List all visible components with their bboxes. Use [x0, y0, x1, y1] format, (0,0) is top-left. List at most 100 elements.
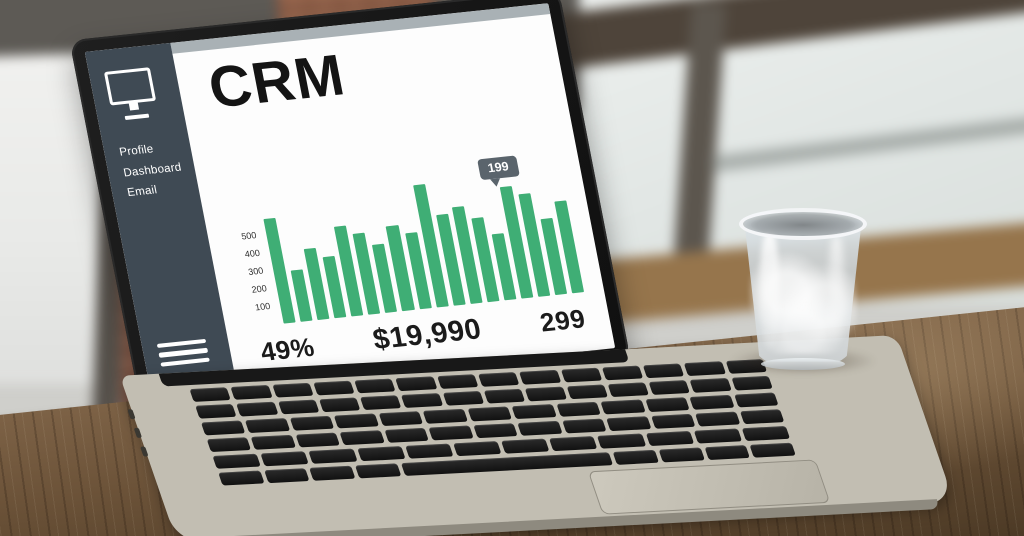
keyboard-key — [212, 454, 261, 469]
keyboard-key — [473, 423, 518, 438]
keyboard-key — [704, 445, 750, 460]
keyboard-key — [251, 435, 296, 450]
keyboard-key — [195, 404, 237, 419]
keyboard-key — [278, 400, 320, 415]
keyboard-key — [236, 402, 278, 417]
keyboard-key — [453, 441, 502, 456]
hamburger-bar — [157, 338, 207, 348]
keyboard-key — [355, 463, 401, 478]
keyboard-key — [601, 400, 646, 415]
keyboard-key — [437, 374, 479, 389]
stat-value: 299 — [538, 303, 589, 338]
photo-scene: Profile Dashboard Email CRM 500400300200… — [0, 0, 1024, 536]
water-surface — [751, 215, 855, 235]
keyboard-key — [695, 412, 740, 427]
keyboard-key — [207, 437, 252, 452]
keyboard-key — [354, 379, 396, 394]
keyboard-key — [649, 380, 691, 395]
keyboard-key — [379, 411, 424, 426]
hamburger-bar — [158, 348, 208, 358]
keyboard-key — [690, 378, 732, 393]
crm-dashboard-ui: Profile Dashboard Email CRM 500400300200… — [85, 3, 615, 397]
keyboard-key — [429, 426, 474, 441]
keyboard-key — [231, 385, 273, 400]
keyboard-key — [360, 395, 402, 410]
keyboard-key — [740, 409, 785, 424]
keyboard-key — [549, 436, 598, 451]
bar-tooltip: 199 — [477, 155, 520, 180]
keyboard-key — [261, 451, 310, 466]
monitor-icon-stand — [125, 114, 150, 120]
keyboard-key — [189, 387, 231, 402]
keyboard-key — [556, 402, 601, 417]
keyboard-key — [245, 418, 290, 433]
keyboard-key — [309, 466, 355, 481]
keyboard-key — [467, 406, 512, 421]
keyboard-key — [597, 434, 646, 449]
keyboard-key — [689, 395, 734, 410]
keyboard-key — [264, 468, 310, 483]
keyboard-key — [272, 383, 314, 398]
keyboard-key — [384, 428, 429, 443]
keyboard-key — [218, 471, 264, 486]
keyboard-key — [396, 376, 438, 391]
keyboard-key — [423, 409, 468, 424]
keyboard-key — [512, 404, 557, 419]
main-panel: CRM 500400300200100 199 49% $19,990 299 — [170, 3, 615, 388]
keyboard-key — [340, 430, 385, 445]
keyboard-key — [501, 439, 550, 454]
keyboard-key — [684, 361, 726, 376]
glass-foot — [761, 358, 845, 370]
monitor-icon — [104, 67, 156, 105]
keyboard-key — [645, 397, 690, 412]
keyboard-key — [484, 389, 526, 404]
keyboard-key — [443, 391, 485, 406]
keyboard-key — [602, 366, 644, 381]
keyboard-key — [742, 426, 791, 441]
laptop-screen-bezel: Profile Dashboard Email CRM 500400300200… — [69, 0, 630, 411]
keyboard-key — [405, 444, 454, 459]
keyboard-key — [525, 387, 567, 402]
keyboard-key — [478, 372, 520, 387]
glass-frost — [749, 242, 857, 354]
keyboard-key — [566, 384, 608, 399]
hamburger-menu-icon[interactable] — [157, 338, 211, 371]
keyboard-key — [518, 421, 563, 436]
keyboard-key — [645, 431, 694, 446]
keyboard-key — [401, 393, 443, 408]
y-tick-label: 200 — [251, 283, 268, 294]
keyboard-key — [643, 363, 685, 378]
stat-value: 49% — [258, 332, 317, 368]
bar-chart: 500 400 300 200 100 199 — [212, 89, 584, 327]
keyboard-key — [334, 413, 379, 428]
keyboard-key — [659, 447, 705, 462]
keyboard-key — [750, 443, 796, 458]
keyboard-key — [613, 450, 659, 465]
y-tick-label: 400 — [244, 248, 261, 259]
stat-value: $19,990 — [370, 313, 484, 357]
y-tick-label: 300 — [247, 266, 264, 277]
sidebar-menu: Profile Dashboard Email — [118, 136, 200, 205]
keyboard-key — [319, 397, 361, 412]
keyboard-key — [519, 370, 561, 385]
keyboard-key — [694, 428, 743, 443]
keyboard-key — [562, 419, 607, 434]
keyboard-key — [560, 368, 602, 383]
keyboard-key — [734, 393, 779, 408]
keyboard-key — [290, 416, 335, 431]
keyboard-key — [651, 414, 696, 429]
trackpad — [588, 459, 831, 514]
y-tick-label: 500 — [240, 230, 257, 241]
keyboard-key — [296, 433, 341, 448]
hamburger-bar — [160, 357, 210, 367]
keyboard-key — [201, 420, 246, 435]
y-tick-label: 100 — [254, 301, 271, 312]
keyboard-key — [606, 416, 651, 431]
keyboard-key — [313, 381, 355, 396]
keyboard-key — [357, 446, 406, 461]
chart-bars: 199 — [255, 164, 584, 324]
keyboard-key — [607, 382, 649, 397]
keyboard-key — [309, 449, 358, 464]
glass-of-water — [737, 208, 869, 368]
keyboard-key — [731, 376, 773, 391]
